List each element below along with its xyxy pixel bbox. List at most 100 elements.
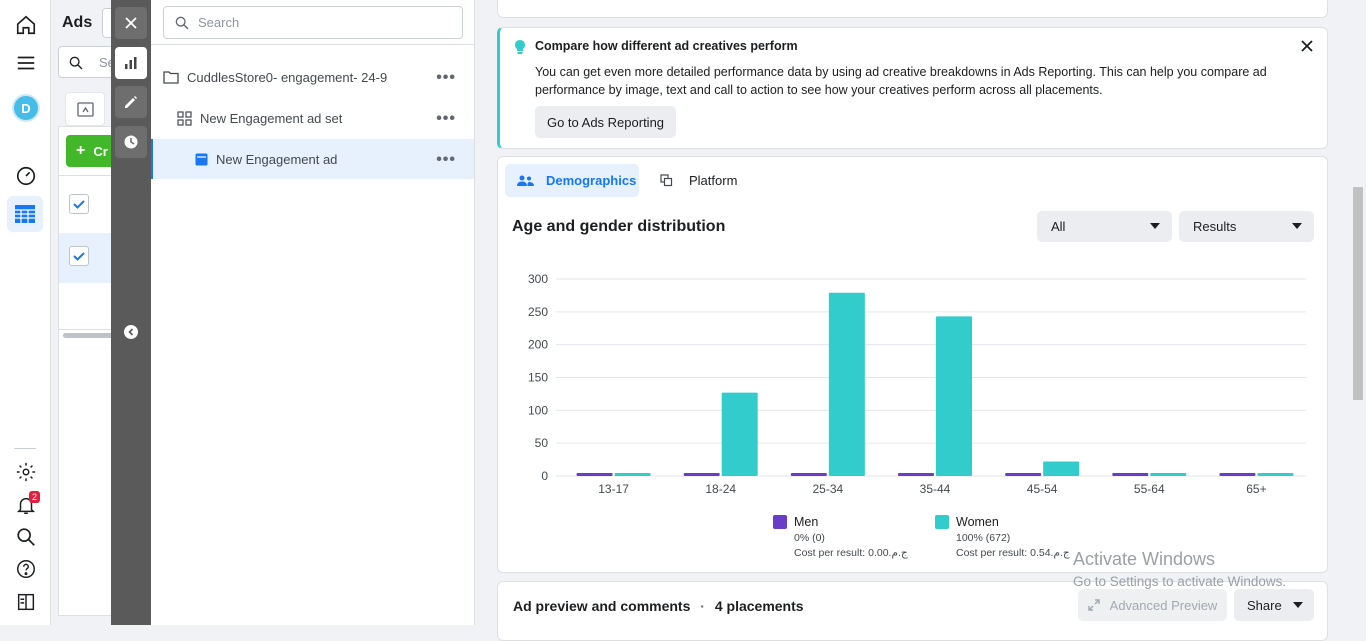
x-tick-label: 18-24	[705, 482, 736, 496]
adset-name: New Engagement ad set	[200, 110, 343, 126]
sidebar-toggle-icon[interactable]	[12, 588, 40, 616]
x-tick-label: 65+	[1246, 482, 1266, 496]
bar-women-18-24	[721, 392, 758, 476]
ads-manager-nav-item[interactable]	[7, 196, 43, 232]
more-options-icon[interactable]: •••	[436, 69, 456, 86]
avatar[interactable]: D	[12, 94, 40, 122]
tab-platform[interactable]: Platform	[660, 164, 737, 197]
close-button[interactable]	[115, 7, 147, 39]
notification-badge: 2	[29, 491, 41, 503]
bar-men-55-64	[1112, 473, 1149, 476]
activation-watermark-title: Activate Windows	[1073, 549, 1216, 569]
ads-dropdown[interactable]	[102, 8, 111, 38]
x-tick-label: 13-17	[598, 482, 629, 496]
x-tick-label: 25-34	[813, 482, 844, 496]
y-tick-label: 150	[528, 371, 548, 385]
bell-icon[interactable]: 2	[12, 491, 41, 519]
top-card	[497, 0, 1328, 18]
caret-down-icon	[1292, 223, 1302, 229]
more-options-icon[interactable]: •••	[436, 151, 456, 168]
caret-down-icon	[1293, 602, 1303, 608]
create-button[interactable]: + Cr	[66, 135, 111, 167]
pencil-icon	[125, 96, 137, 108]
chevron-left-icon	[128, 328, 134, 336]
y-tick-label: 250	[528, 305, 548, 319]
tree-search-input[interactable]: Search	[163, 6, 463, 39]
bar-women-13-17	[614, 473, 651, 476]
main-content: Compare how different ad creatives perfo…	[475, 0, 1366, 641]
chart-view-button[interactable]	[115, 47, 147, 79]
activation-watermark-text: Go to Settings to activate Windows.	[1073, 574, 1287, 589]
share-button[interactable]: Share	[1234, 589, 1314, 621]
lightbulb-icon	[515, 40, 525, 54]
x-tick-label: 45-54	[1027, 482, 1058, 496]
y-tick-label: 0	[541, 469, 548, 483]
ads-table-area: + Cr	[58, 126, 111, 616]
close-icon[interactable]	[1301, 40, 1313, 52]
gender-filter-dropdown[interactable]: All	[1037, 211, 1172, 242]
age-gender-bar-chart: 0 50 100 150 200 250 300 13-17 18-24 25-34 35-44 45…	[528, 272, 1306, 496]
clock-icon	[124, 135, 138, 149]
legend-women-pct: 100% (672)	[956, 532, 1011, 544]
check-icon	[73, 200, 85, 209]
tree-search-placeholder: Search	[198, 15, 240, 30]
checkbox[interactable]	[69, 194, 89, 214]
gear-icon[interactable]	[12, 458, 40, 486]
caret-down-icon	[1150, 223, 1160, 229]
bar-women-65+	[1257, 473, 1294, 476]
edit-button[interactable]	[115, 86, 147, 118]
tip-body: You can get even more detailed performan…	[535, 65, 1267, 97]
ads-search-input[interactable]: Se	[58, 46, 111, 78]
ad-preview-title: Ad preview and comments	[513, 598, 691, 614]
check-icon	[73, 252, 85, 261]
collapse-button[interactable]	[124, 325, 138, 339]
advanced-preview-label: Advanced Preview	[1109, 597, 1218, 613]
ads-title: Ads	[62, 14, 93, 31]
legend-men-cost: Cost per result: 0.00.ج.م	[794, 547, 908, 559]
vertical-scrollbar[interactable]	[1350, 0, 1366, 625]
legend-women-name: Women	[956, 515, 999, 529]
scrollbar-thumb[interactable]	[1353, 187, 1363, 400]
x-tick-label: 55-64	[1134, 482, 1165, 496]
more-options-icon[interactable]: •••	[436, 110, 456, 127]
bar-women-35-44	[936, 316, 972, 476]
checkbox[interactable]	[69, 246, 89, 266]
demographics-card: Demographics Platform Age and gender dis…	[497, 156, 1328, 573]
search-icon[interactable]	[12, 523, 40, 551]
tab-platform-label: Platform	[689, 173, 738, 188]
ads-panel: Ads Se + Cr	[51, 0, 111, 625]
tree-item-adset[interactable]: New Engagement ad set •••	[151, 98, 474, 138]
left-navigation: D 2	[0, 0, 51, 625]
ad-icon	[195, 153, 208, 165]
bar-men-25-34	[790, 473, 827, 476]
dashboard-gauge-icon[interactable]	[12, 162, 40, 190]
ad-name: New Engagement ad	[216, 151, 338, 167]
bar-men-18-24	[683, 473, 720, 476]
menu-icon[interactable]	[12, 49, 40, 77]
home-icon[interactable]	[12, 11, 40, 39]
advanced-preview-button[interactable]: Advanced Preview	[1078, 589, 1227, 621]
metric-filter-dropdown[interactable]: Results	[1179, 211, 1314, 242]
tree-item-ad[interactable]: New Engagement ad •••	[151, 139, 474, 179]
tab-demographics[interactable]: Demographics	[505, 164, 639, 197]
help-icon[interactable]	[12, 555, 40, 583]
bar-chart-icon	[125, 57, 137, 69]
campaigns-tab[interactable]	[65, 92, 105, 126]
ad-preview-card: Ad preview and comments · 4 placements A…	[497, 581, 1328, 641]
grid-icon	[177, 110, 192, 126]
expand-icon	[1087, 599, 1100, 611]
ad-preview-heading: Ad preview and comments · 4 placements	[513, 598, 804, 614]
tree-item-campaign[interactable]: CuddlesStore0- engagement- 24-9 •••	[151, 57, 474, 97]
ads-search-placeholder: Se	[99, 55, 111, 70]
share-label: Share	[1247, 597, 1282, 613]
legend-swatch-men	[773, 515, 787, 529]
y-tick-label: 100	[528, 403, 548, 417]
campaign-name: CuddlesStore0- engagement- 24-9	[187, 69, 388, 85]
history-button[interactable]	[115, 126, 147, 158]
y-tick-label: 300	[528, 272, 548, 286]
nav-divider	[14, 448, 36, 449]
go-to-ads-reporting-button[interactable]: Go to Ads Reporting	[535, 106, 676, 138]
horizontal-scrollbar[interactable]	[63, 333, 111, 338]
campaign-tree-panel: Search CuddlesStore0- engagement- 24-9 •…	[151, 0, 475, 625]
bar-women-45-54	[1043, 461, 1080, 476]
